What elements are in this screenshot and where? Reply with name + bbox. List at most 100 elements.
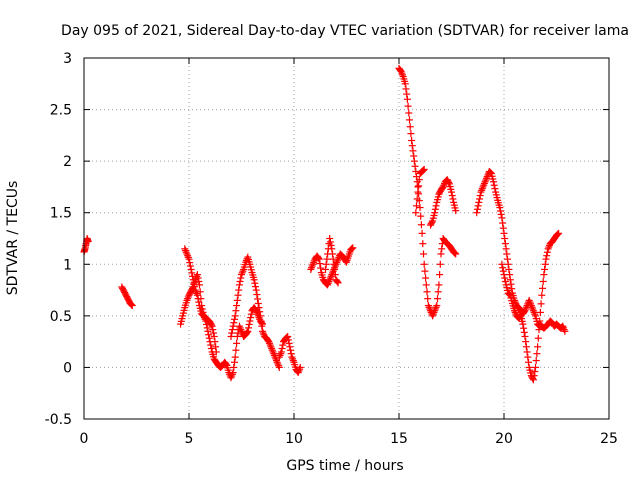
data-point <box>326 274 334 282</box>
data-point <box>296 365 304 373</box>
data-point <box>276 351 284 359</box>
data-point <box>478 185 486 193</box>
data-point <box>207 321 215 329</box>
data-point <box>413 195 421 203</box>
data-point <box>554 230 562 238</box>
data-point <box>252 283 259 291</box>
data-point <box>529 307 537 315</box>
data-point <box>497 210 505 218</box>
data-point <box>289 357 297 365</box>
data-point <box>315 255 323 263</box>
data-point <box>329 250 336 258</box>
data-point <box>245 320 253 328</box>
data-point <box>247 314 255 322</box>
data-point <box>228 329 236 337</box>
data-point <box>327 241 335 249</box>
data-point <box>407 130 415 138</box>
y-tick-label: 1.5 <box>50 206 72 222</box>
data-point <box>231 353 239 361</box>
data-point <box>309 260 317 268</box>
data-point <box>228 370 236 378</box>
data-point <box>473 209 481 217</box>
data-point <box>285 339 293 347</box>
data-point <box>193 271 201 279</box>
data-point <box>230 363 238 371</box>
data-point <box>531 368 539 376</box>
data-point <box>324 279 332 287</box>
data-point <box>195 298 203 306</box>
data-point <box>506 276 514 284</box>
data-point <box>278 345 286 353</box>
data-point <box>212 348 220 356</box>
data-point <box>507 280 515 288</box>
data-point <box>429 312 437 320</box>
data-point <box>275 353 283 361</box>
data-point <box>501 235 509 242</box>
data-point <box>256 312 264 320</box>
data-point <box>436 271 444 279</box>
data-point <box>205 331 213 339</box>
data-point <box>430 308 438 316</box>
data-point <box>193 290 201 298</box>
data-point <box>504 255 511 263</box>
data-point <box>543 252 551 260</box>
data-point <box>255 304 263 312</box>
data-point <box>347 245 355 253</box>
data-point <box>526 298 534 306</box>
data-point <box>234 291 242 299</box>
data-point <box>204 327 212 335</box>
data-point <box>411 162 419 170</box>
data-point <box>500 271 508 279</box>
data-point <box>520 324 528 332</box>
data-point <box>448 188 455 196</box>
data-point <box>533 350 541 358</box>
data-point <box>251 279 259 287</box>
data-point <box>450 249 458 257</box>
data-point <box>128 301 136 309</box>
data-point <box>500 229 508 237</box>
tick-labels: 0 5 10 15 20 25 -0.5 0 0.5 1 1.5 2 2.5 3 <box>45 51 618 447</box>
data-point <box>434 295 441 303</box>
data-point <box>270 350 278 358</box>
data-point <box>274 360 282 368</box>
y-tick-label: 1 <box>63 257 72 273</box>
data-point <box>228 372 236 380</box>
data-point <box>238 327 245 335</box>
data-point <box>560 324 567 332</box>
data-point <box>505 265 513 273</box>
data-point <box>268 346 276 354</box>
data-point <box>496 204 504 212</box>
data-point <box>227 374 235 382</box>
data-point <box>238 271 245 279</box>
data-point <box>445 178 453 186</box>
data-point <box>542 255 550 263</box>
data-point <box>195 277 203 285</box>
data-point <box>530 372 538 380</box>
data-point <box>296 363 304 371</box>
data-point <box>448 192 456 200</box>
data-point <box>277 350 285 358</box>
data-point <box>186 259 194 267</box>
data-point <box>317 264 325 272</box>
data-point <box>541 265 549 273</box>
data-point <box>233 339 241 347</box>
data-point <box>184 252 192 260</box>
data-point <box>449 195 457 203</box>
data-point <box>252 286 260 294</box>
data-point <box>534 343 542 351</box>
data-point <box>398 69 406 77</box>
data-point <box>275 363 283 371</box>
data-point <box>231 358 238 366</box>
data-point <box>194 274 202 282</box>
data-point <box>439 183 447 191</box>
data-point <box>473 205 481 213</box>
data-point <box>532 357 540 365</box>
data-point <box>404 102 412 110</box>
data-point <box>423 288 431 296</box>
data-point <box>502 245 510 253</box>
data-point <box>246 317 254 325</box>
data-point <box>210 332 218 340</box>
data-point <box>256 308 264 316</box>
data-point <box>307 265 315 273</box>
data-point <box>490 178 497 186</box>
